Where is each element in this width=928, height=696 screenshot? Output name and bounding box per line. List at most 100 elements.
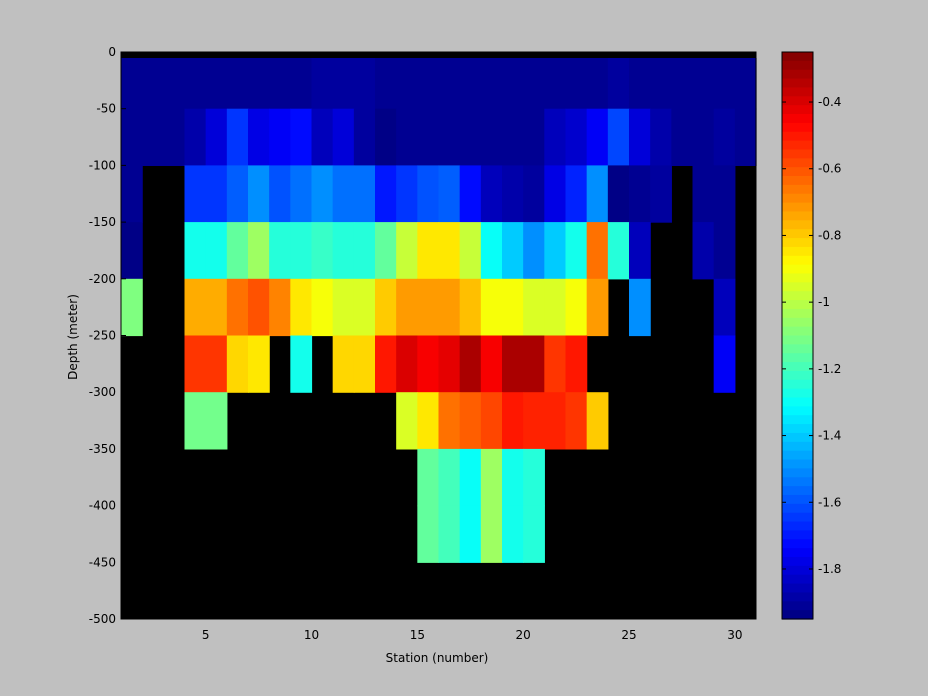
heatmap-cell [459,108,482,166]
heatmap-cell [480,165,503,223]
colorbar-segment [782,326,813,337]
colorbar-segment [782,601,813,611]
colorbar-segment [782,184,813,195]
colorbar-segment [782,282,813,292]
colorbar-segment [782,397,813,407]
heatmap-cell [650,108,672,166]
colorbar-tick-label: -1.8 [818,562,841,576]
heatmap-cell [502,392,524,450]
x-tick-label: 10 [304,628,319,642]
heatmap-cell [290,278,313,337]
heatmap-cell [269,222,291,280]
heatmap-cell [205,58,228,110]
heatmap-cell [544,335,567,393]
heatmap-cell [353,165,376,223]
y-tick-label: -200 [89,272,116,286]
heatmap-cell [248,58,270,110]
colorbar-segment [782,503,813,514]
heatmap-cell [459,165,482,223]
y-tick-label: -400 [89,499,116,513]
colorbar-segment [782,388,813,399]
colorbar-segment [782,494,813,505]
colorbar-segment [782,264,813,275]
heatmap-cell [417,448,440,507]
heatmap-cell [480,505,503,563]
heatmap-cell [565,335,588,393]
heatmap-cell [438,108,461,166]
heatmap-cell [523,392,545,450]
y-axis: 0 -50 -100 -150 -200 -250 -300 -350 -400 -450 -500 [89,45,126,626]
colorbar-segment [782,415,813,425]
heatmap-cell [311,278,334,337]
heatmap-cell [480,108,503,166]
heatmap-cell [586,222,609,280]
colorbar-segment [782,583,813,594]
heatmap-cell [311,58,334,110]
colorbar-segment [782,60,813,71]
y-axis-label: Depth (meter) [66,294,80,380]
colorbar-segment [782,370,813,381]
x-tick-label: 20 [516,628,531,642]
heatmap-cell [332,108,355,166]
heatmap-cell [248,335,270,393]
heatmap-cell [332,222,355,280]
heatmap-cell [375,58,397,110]
heatmap-cell [417,505,440,563]
colorbar-segment [782,238,813,248]
heatmap-cell [438,58,461,110]
heatmap-cell [650,165,672,223]
heatmap-cell [523,108,545,166]
colorbar-segment [782,69,813,80]
y-tick-label: -50 [96,102,116,116]
heatmap-cell [417,335,440,393]
heatmap-cell [713,335,736,393]
colorbar-segment [782,530,813,540]
colorbar-segment [782,78,813,89]
heatmap-cell [713,278,736,337]
colorbar-segment [782,308,813,319]
heatmap-cell [417,278,440,337]
colorbar-segment [782,459,813,469]
colorbar-segment [782,193,813,204]
heatmap-cell [417,108,440,166]
heatmap-cell [544,278,567,337]
heatmap-cell [480,58,503,110]
colorbar-segment [782,477,813,487]
colorbar-segment [782,105,813,115]
heatmap-cell [544,165,567,223]
heatmap-cell [459,222,482,280]
heatmap-cell [586,392,609,450]
heatmap-cell [586,58,609,110]
heatmap-cell [311,222,334,280]
heatmap-cell [523,448,545,507]
heatmap-cell [396,58,418,110]
colorbar-tick-label: -0.4 [818,95,841,109]
colorbar-segment [782,255,813,266]
heatmap-cell [544,392,567,450]
colorbar-segment [782,114,813,124]
x-axis: 5 10 15 20 25 30 [202,614,742,642]
heatmap-cell [650,58,672,110]
heatmap-cell [523,278,545,337]
y-tick-label: -450 [89,555,116,569]
heatmap-cell [438,335,461,393]
heatmap-cell [565,108,588,166]
heatmap-cell [523,505,545,563]
y-tick-label: -300 [89,385,116,399]
heatmap-cell [142,58,164,110]
heatmap-cell [184,222,207,280]
heatmap-cell [692,108,715,166]
heatmap-cell [142,108,164,166]
heatmap-cell [565,392,588,450]
heatmap-cell [205,278,228,337]
heatmap-cell [248,165,270,223]
heatmap-cell [226,335,249,393]
heatmap-cell [226,58,249,110]
heatmap-cell [565,222,588,280]
heatmap-cell [544,108,567,166]
heatmap-cell [121,58,143,110]
heatmap-cell [396,335,418,393]
heatmap-cell [459,58,482,110]
heatmap-cell [502,448,524,507]
